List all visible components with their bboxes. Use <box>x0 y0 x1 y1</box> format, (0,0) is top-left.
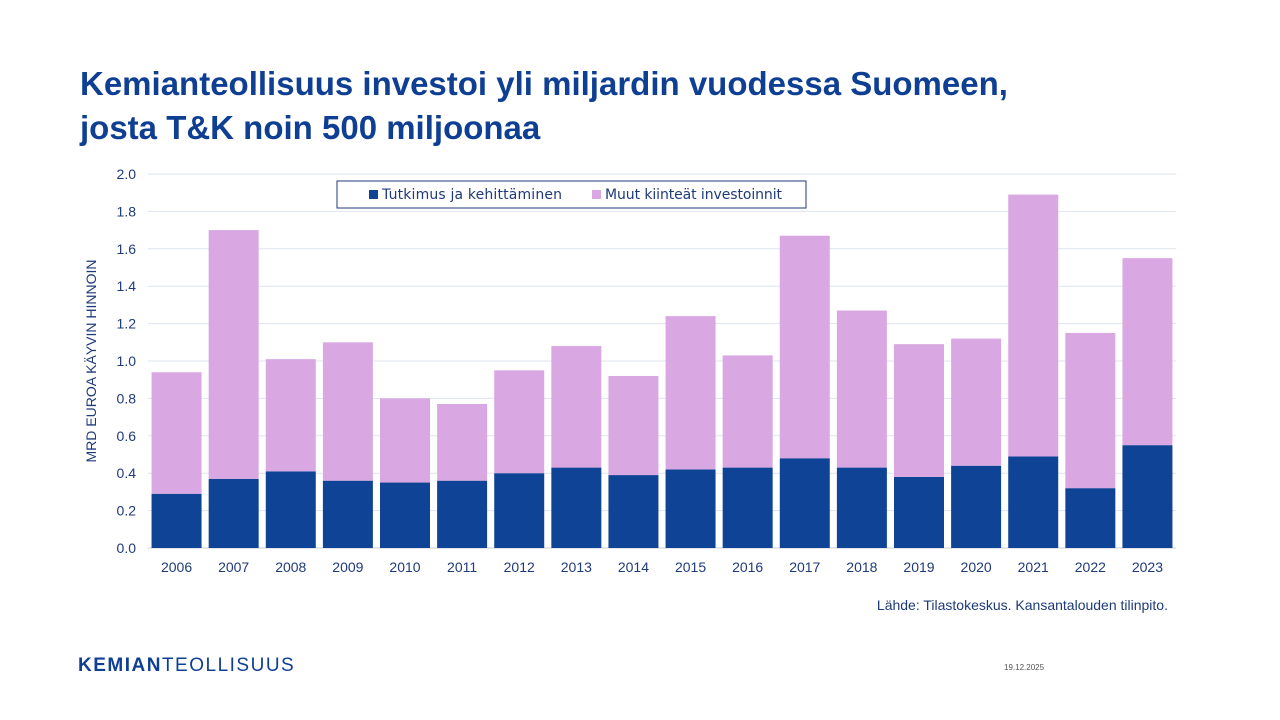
bar-rd <box>265 471 316 548</box>
bar-other <box>380 398 430 483</box>
source-note: Lähde: Tilastokeskus. Kansantalouden til… <box>876 597 1168 613</box>
bar-other <box>551 346 602 468</box>
title-line-2: josta T&K noin 500 miljoonaa <box>80 109 541 146</box>
y-tick-label: 1.0 <box>117 353 137 369</box>
legend-swatch-rd <box>369 190 378 199</box>
bar-rd <box>836 467 887 548</box>
bar-other <box>894 344 944 477</box>
legend-swatch-other <box>592 190 601 199</box>
bar-other <box>1008 194 1059 457</box>
y-tick-label: 1.2 <box>117 316 137 332</box>
bar-rd <box>494 473 545 548</box>
legend-label-other: Muut kiinteät investoinnit <box>605 187 783 203</box>
bar-rd <box>722 467 773 548</box>
x-tick-label: 2013 <box>561 559 592 575</box>
bar-other <box>779 235 830 459</box>
bar-rd <box>208 478 259 548</box>
bar-other <box>608 375 659 476</box>
bar-rd <box>779 458 830 548</box>
bar-rd <box>322 480 373 548</box>
x-tick-label: 2008 <box>275 559 306 575</box>
y-tick-label: 1.4 <box>117 278 137 294</box>
legend-label-rd: Tutkimus ja kehittäminen <box>381 187 562 203</box>
x-tick-label: 2020 <box>961 559 992 575</box>
bar-other <box>1122 258 1173 446</box>
x-tick-label: 2007 <box>218 559 249 575</box>
page-title: Kemianteollisuus investoi yli miljardin … <box>80 62 1180 150</box>
x-tick-label: 2022 <box>1075 559 1106 575</box>
bar-rd <box>665 469 716 548</box>
y-axis-label: MRD EUROA KÄYVIN HINNOIN <box>83 259 99 462</box>
bar-other <box>265 359 316 472</box>
logo-bold: KEMIAN <box>78 655 162 676</box>
y-tick-label: 1.6 <box>117 241 137 257</box>
x-tick-label: 2014 <box>618 559 649 575</box>
x-tick-label: 2023 <box>1132 559 1163 575</box>
bar-other <box>951 338 1002 466</box>
x-tick-label: 2009 <box>332 559 363 575</box>
bar-rd <box>1065 488 1116 548</box>
x-tick-label: 2010 <box>389 559 420 575</box>
bar-rd <box>608 475 659 548</box>
x-tick-label: 2019 <box>903 559 934 575</box>
bar-rd <box>1122 445 1173 548</box>
y-tick-label: 0.6 <box>117 428 137 444</box>
bar-other <box>722 355 773 468</box>
bar-other <box>322 342 373 481</box>
x-tick-label: 2006 <box>161 559 192 575</box>
y-tick-label: 1.8 <box>117 203 137 219</box>
date: 19.12.2025 <box>1004 663 1045 672</box>
x-tick-label: 2017 <box>789 559 820 575</box>
bar-other <box>437 404 488 481</box>
x-tick-label: 2018 <box>846 559 877 575</box>
logo: KEMIANTEOLLISUUS <box>78 655 295 677</box>
x-tick-label: 2021 <box>1018 559 1049 575</box>
x-tick-label: 2011 <box>447 559 477 575</box>
title-line-1: Kemianteollisuus investoi yli miljardin … <box>80 65 1008 102</box>
bar-other <box>208 230 259 479</box>
y-tick-label: 0.2 <box>117 503 137 519</box>
bar-other <box>665 316 716 470</box>
bar-other <box>836 310 887 468</box>
y-tick-label: 0.8 <box>117 390 137 406</box>
bar-rd <box>437 480 488 548</box>
bar-rd <box>1008 456 1059 548</box>
bar-other <box>151 372 202 494</box>
legend-box <box>336 180 807 209</box>
y-tick-label: 0.0 <box>117 540 137 556</box>
bar-rd <box>551 467 602 548</box>
bar-other <box>494 370 545 474</box>
bar-rd <box>151 493 202 548</box>
x-tick-label: 2012 <box>504 559 535 575</box>
bar-rd <box>894 476 944 548</box>
bar-rd <box>380 482 430 548</box>
y-tick-label: 2.0 <box>117 166 137 182</box>
x-tick-label: 2015 <box>675 559 706 575</box>
bar-rd <box>951 465 1002 548</box>
y-tick-label: 0.4 <box>117 465 137 481</box>
bar-other <box>1065 332 1116 489</box>
x-tick-label: 2016 <box>732 559 763 575</box>
logo-light: TEOLLISUUS <box>161 655 296 676</box>
